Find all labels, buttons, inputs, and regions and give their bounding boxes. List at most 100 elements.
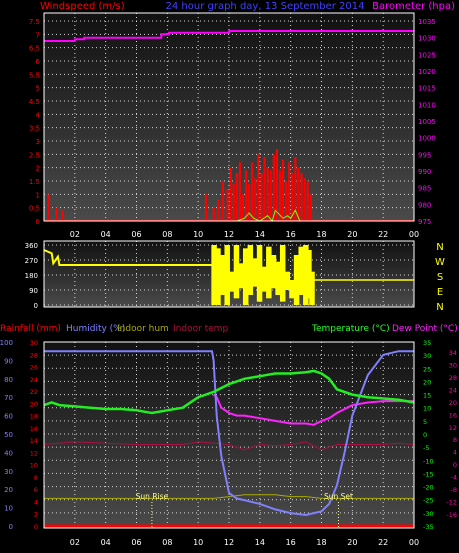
- dew-tick: -4: [451, 474, 457, 482]
- dew-tick: 4: [453, 449, 457, 457]
- rain-tick: 20: [30, 400, 38, 408]
- wind-bar: [303, 178, 306, 221]
- temp-tick: 10: [423, 405, 431, 413]
- direction-bar: [279, 245, 286, 302]
- sunset-label: Sun Set: [324, 492, 353, 501]
- direction-tick: 180: [25, 272, 38, 280]
- wind-tick-labels: 0 0.5 1 1.5 2 2.5 3 3.5 4 4.5 5 5.5 6 6.5 7 7.5: [29, 18, 41, 226]
- direction-tick: 90: [29, 287, 38, 295]
- temp-tick: -35: [423, 523, 434, 531]
- hum-tick: 30: [4, 468, 13, 476]
- wind-bar: [257, 154, 260, 221]
- rain-tick: 4: [34, 498, 38, 506]
- wind-bar: [235, 173, 238, 221]
- x-tick-label: 14: [255, 230, 265, 239]
- baro-tick: 1000: [418, 135, 436, 143]
- rain-tick: 22: [30, 388, 38, 396]
- wind-bar: [309, 194, 312, 221]
- hum-axis-title: Humidity (%): [66, 324, 125, 334]
- dew-tick: 24: [449, 386, 457, 394]
- hum-tick: 100: [0, 339, 13, 347]
- wind-bar: [281, 159, 285, 221]
- baro-tick: 1015: [418, 85, 436, 93]
- temp-series: [43, 350, 415, 528]
- rain-tick: 2: [34, 511, 38, 519]
- wind-tick: 3.5: [29, 125, 40, 133]
- compass-label: W: [435, 257, 445, 268]
- wind-tick: 2: [36, 165, 40, 173]
- x-tick-label: 10: [193, 230, 203, 239]
- wind-baro-panel: Windspeed (m/s) 24 hour graph day, 13 Se…: [29, 1, 455, 239]
- direction-bar: [303, 245, 309, 305]
- baro-tick: 995: [418, 151, 431, 159]
- direction-bar: [211, 245, 217, 305]
- wind-bar: [266, 167, 269, 221]
- temp-x-tick-labels: 02 04 06 08 10 12 14 16 18 20 22 00: [70, 538, 419, 547]
- wind-bar: [248, 183, 251, 221]
- dew-tick: 0: [453, 461, 457, 469]
- dew-tick: 28: [449, 374, 457, 382]
- wind-bar: [226, 189, 229, 221]
- hum-tick: 50: [4, 431, 13, 439]
- intemp-legend: Indoor temp: [173, 324, 228, 334]
- wind-tick: 7: [36, 31, 40, 39]
- baro-axis-title: Barometer (hpa): [372, 1, 455, 12]
- x-tick-label: 00: [409, 538, 419, 547]
- direction-tick: 0: [34, 302, 38, 310]
- direction-tick-labels: 0 90 180 270 360: [25, 242, 38, 310]
- dew-tick: -16: [446, 511, 457, 519]
- hum-tick: 90: [4, 357, 13, 365]
- x-tick-label: 22: [378, 230, 388, 239]
- wind-bar: [232, 183, 235, 221]
- baro-tick-labels: 975 980 985 990 995 1000 1005 1010 1015 1020 1025 1…: [418, 18, 436, 226]
- wind-bar: [61, 210, 64, 221]
- x-tick-label: 22: [378, 538, 388, 547]
- wind-bars: [44, 149, 414, 221]
- wind-bar: [241, 194, 245, 221]
- x-tick-label: 08: [162, 230, 172, 239]
- hum-tick: 20: [4, 486, 13, 494]
- wind-bar: [285, 181, 288, 221]
- wind-bar: [291, 173, 294, 221]
- direction-tick: 270: [25, 257, 38, 265]
- barometer-line: [44, 30, 414, 42]
- wind-tick: 5.5: [29, 71, 40, 79]
- x-tick-label: 18: [316, 230, 326, 239]
- wind-bar: [269, 170, 272, 221]
- x-tick-label: 16: [286, 538, 296, 547]
- temp-axis-title: Temperature (°C): [311, 324, 390, 334]
- x-tick-label: 18: [316, 538, 326, 547]
- direction-bar: [275, 261, 281, 295]
- x-tick-label: 06: [131, 538, 141, 547]
- hum-tick: 0: [9, 523, 13, 531]
- x-tick-label: 04: [101, 230, 111, 239]
- wind-tick: 0.5: [29, 205, 40, 213]
- wind-plot-frame: [43, 12, 415, 222]
- compass-label: S: [437, 272, 443, 283]
- dew-tick: 8: [453, 436, 457, 444]
- dew-tick: 20: [449, 399, 457, 407]
- temp-tick-labels: -35 -30 -25 -20 -15 -10 -5 0 5 10 15 20 25 30 35: [423, 339, 434, 531]
- temperature-line: [43, 369, 415, 415]
- x-tick-label: 20: [347, 538, 357, 547]
- dew-tick: 12: [449, 424, 457, 432]
- temp-tick: 25: [423, 365, 431, 373]
- wind-bar: [204, 194, 208, 221]
- x-tick-label: 02: [70, 538, 80, 547]
- wind-tick: 6.5: [29, 45, 40, 53]
- wind-bar: [238, 162, 241, 221]
- baro-tick: 990: [418, 168, 431, 176]
- dew-tick: 34: [449, 349, 457, 357]
- rain-tick: 10: [30, 462, 38, 470]
- temp-tick: 30: [423, 352, 431, 360]
- baro-tick: 1025: [418, 51, 436, 59]
- temp-tick: 15: [423, 392, 431, 400]
- hum-tick: 40: [4, 449, 13, 457]
- dew-axis-title: Dew Point (°C): [392, 324, 458, 334]
- barometer-line: [44, 30, 414, 42]
- x-tick-label: 08: [162, 538, 172, 547]
- indoor-hum-line: [44, 494, 414, 499]
- wind-tick: 1.5: [29, 178, 40, 186]
- sunrise-label: Sun Rise: [136, 492, 169, 501]
